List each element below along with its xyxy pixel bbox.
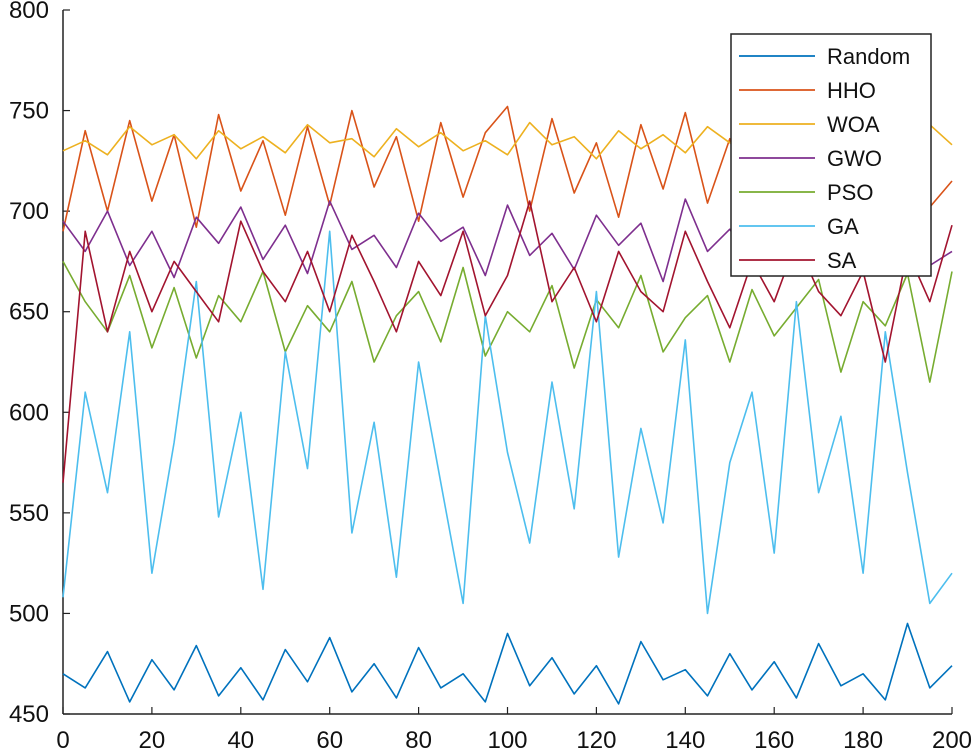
x-tick-label: 80 (405, 727, 432, 754)
legend-label-random: Random (827, 44, 910, 69)
x-tick-label: 40 (227, 727, 254, 754)
x-tick-label: 60 (316, 727, 343, 754)
y-tick-label: 650 (9, 299, 49, 326)
legend: Random HHO WOA GWO PSO GA SA (730, 33, 932, 277)
legend-label-sa: SA (827, 248, 857, 273)
x-tick-label: 180 (843, 727, 883, 754)
y-tick-label: 800 (9, 0, 49, 24)
x-tick-label: 20 (139, 727, 166, 754)
x-tick-label: 140 (665, 727, 705, 754)
x-tick-label: 160 (754, 727, 794, 754)
legend-box (730, 33, 932, 277)
y-tick-label: 500 (9, 600, 49, 627)
x-tick-label: 200 (932, 727, 972, 754)
legend-label-pso: PSO (827, 180, 873, 205)
series-line-random (62, 622, 953, 705)
axes: 450 500 550 600 650 700 750 800 0 20 40 60 80 100 120 1… (9, 0, 972, 754)
x-tick-label: 120 (576, 727, 616, 754)
y-tick-label: 450 (9, 701, 49, 728)
series-line-ga (62, 230, 953, 615)
y-tick-label: 700 (9, 198, 49, 225)
y-tick-label: 750 (9, 98, 49, 125)
legend-label-gwo: GWO (827, 146, 882, 171)
y-tick-label: 600 (9, 399, 49, 426)
legend-label-woa: WOA (827, 112, 880, 137)
x-tick-label: 100 (487, 727, 527, 754)
y-tick-label: 550 (9, 500, 49, 527)
legend-label-hho: HHO (827, 78, 876, 103)
x-tick-label: 0 (56, 727, 69, 754)
legend-label-ga: GA (827, 214, 859, 239)
series-line-pso (62, 261, 953, 383)
